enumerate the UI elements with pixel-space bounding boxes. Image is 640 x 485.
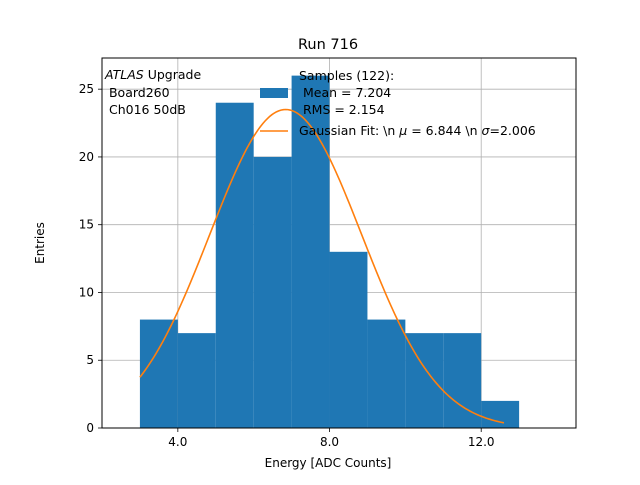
chart-title: Run 716 (298, 37, 358, 53)
histogram-bar-4 (291, 75, 330, 428)
gaussian-fit (139, 108, 505, 424)
legend-fit-text-1: Gaussian Fit: \n (299, 123, 399, 138)
gaussian-fit-curve (139, 108, 505, 424)
annotation-line-2: Board260 (105, 85, 170, 100)
legend-fit-sigma: σ (482, 123, 491, 138)
legend-fit-text-2: = 6.844 \n (407, 123, 481, 138)
legend-histogram-line-2: Mean = 7.204 (299, 85, 391, 100)
histogram-bar-8 (443, 333, 482, 428)
legend: Samples (122): Mean = 7.204 RMS = 2.154 … (260, 68, 536, 138)
legend-fit-label: Gaussian Fit: \n μ = 6.844 \n σ=2.006 (299, 123, 536, 138)
axes-frame (101, 57, 577, 429)
x-tick-label-1: 8.0 (320, 435, 339, 449)
y-tick-label-1: 5 (86, 353, 94, 367)
x-tick-label-0: 4.0 (168, 435, 187, 449)
y-tick-label-4: 20 (79, 150, 94, 164)
annotation-atlas-italic: ATLAS (104, 67, 144, 82)
legend-histogram-line-3: RMS = 2.154 (299, 102, 385, 117)
annotation-upgrade: Upgrade (144, 67, 202, 82)
histogram-bars (139, 75, 520, 428)
y-axis-label: Entries (33, 222, 47, 264)
atlas-annotation: ATLAS Upgrade Board260 Ch016 50dB (104, 67, 201, 117)
legend-histogram-swatch (260, 88, 288, 98)
legend-histogram-line-1: Samples (122): (299, 68, 394, 83)
histogram-bar-1 (177, 333, 216, 428)
histogram-bar-7 (405, 333, 444, 428)
x-axis-ticks: 4.0 8.0 12.0 (168, 428, 495, 449)
x-axis-label: Energy [ADC Counts] (265, 456, 392, 470)
histogram-bar-9 (481, 400, 520, 428)
histogram-bar-5 (329, 251, 368, 428)
x-tick-label-2: 12.0 (468, 435, 495, 449)
y-tick-label-2: 10 (79, 285, 94, 299)
y-axis-ticks: 0 5 10 15 20 25 (79, 82, 102, 435)
y-tick-label-3: 15 (79, 218, 94, 232)
histogram-bar-3 (253, 156, 292, 428)
histogram-bar-6 (367, 319, 406, 428)
y-tick-label-5: 25 (79, 82, 94, 96)
legend-fit-mu: μ (398, 123, 407, 138)
annotation-line-3: Ch016 50dB (105, 102, 186, 117)
legend-fit-text-3: =2.006 (489, 123, 535, 138)
histogram-bar-0 (139, 319, 178, 428)
histogram-bar-2 (215, 102, 254, 428)
annotation-line-1: ATLAS Upgrade (104, 67, 201, 82)
y-tick-label-0: 0 (86, 421, 94, 435)
